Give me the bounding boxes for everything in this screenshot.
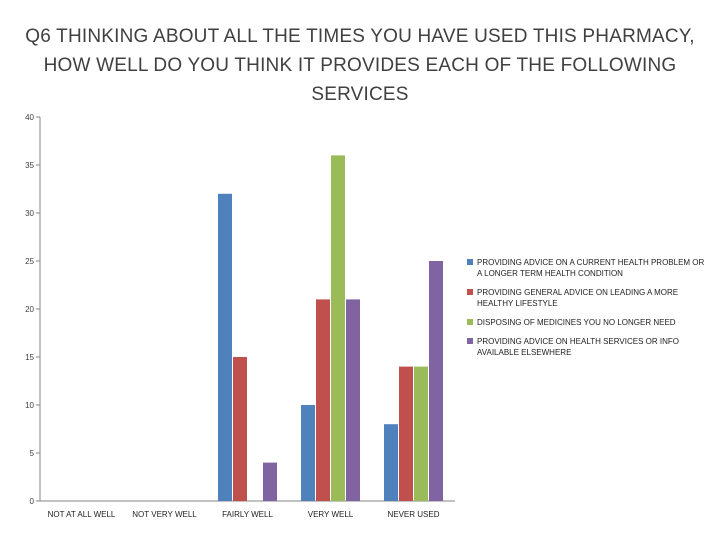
legend-item-current-health-advice: PROVIDING ADVICE ON A CURRENT HEALTH PRO… [467,257,707,279]
legend-label: PROVIDING ADVICE ON A CURRENT HEALTH PRO… [477,258,705,278]
legend-swatch [467,338,473,344]
legend-item-health-services-info: PROVIDING ADVICE ON HEALTH SERVICES OR I… [467,336,707,358]
legend-label: DISPOSING OF MEDICINES YOU NO LONGER NEE… [477,318,676,327]
bar-series2-never-used [399,366,413,501]
x-category-label: FAIRLY WELL [222,510,273,519]
chart-title: Q6 THINKING ABOUT ALL THE TIMES YOU HAVE… [25,26,695,105]
legend-label: PROVIDING ADVICE ON HEALTH SERVICES OR I… [477,337,679,357]
legend-item-healthy-lifestyle: PROVIDING GENERAL ADVICE ON LEADING A MO… [467,287,707,309]
legend-swatch [467,319,473,325]
bar-series3-very-well [331,155,345,501]
legend-item-disposing-medicines: DISPOSING OF MEDICINES YOU NO LONGER NEE… [467,317,707,328]
x-category-label: VERY WELL [308,510,354,519]
legend-swatch [467,259,473,265]
bar-series1-very-well [301,405,315,501]
y-tick-label: 40 [25,113,34,122]
x-category-label: NEVER USED [387,510,439,519]
x-category-label: NOT AT ALL WELL [48,510,116,519]
bar-series1-never-used [384,424,398,501]
y-axis-ticks: 0 5 10 15 20 25 30 35 40 [25,113,40,506]
legend-label: PROVIDING GENERAL ADVICE ON LEADING A MO… [477,288,679,308]
y-tick-label: 30 [25,209,34,218]
y-tick-label: 20 [25,305,34,314]
y-tick-label: 25 [25,257,34,266]
bar-series2-fairly-well [233,357,247,501]
bar-series4-fairly-well [263,462,277,501]
y-tick-label: 0 [30,497,35,506]
x-category-label: NOT VERY WELL [132,510,197,519]
bar-series1-fairly-well [218,193,232,502]
y-tick-label: 15 [25,353,34,362]
bar-series3-never-used [414,366,428,501]
legend-swatch [467,289,473,295]
bars [218,155,443,502]
x-axis-categories: NOT AT ALL WELL NOT VERY WELL FAIRLY WELL V… [48,510,440,519]
y-tick-label: 5 [30,449,35,458]
bar-series4-never-used [429,261,443,501]
legend: PROVIDING ADVICE ON A CURRENT HEALTH PRO… [467,257,707,366]
y-tick-label: 10 [25,401,34,410]
bar-series2-very-well [316,299,330,501]
y-tick-label: 35 [25,161,34,170]
bar-series4-very-well [346,299,360,501]
